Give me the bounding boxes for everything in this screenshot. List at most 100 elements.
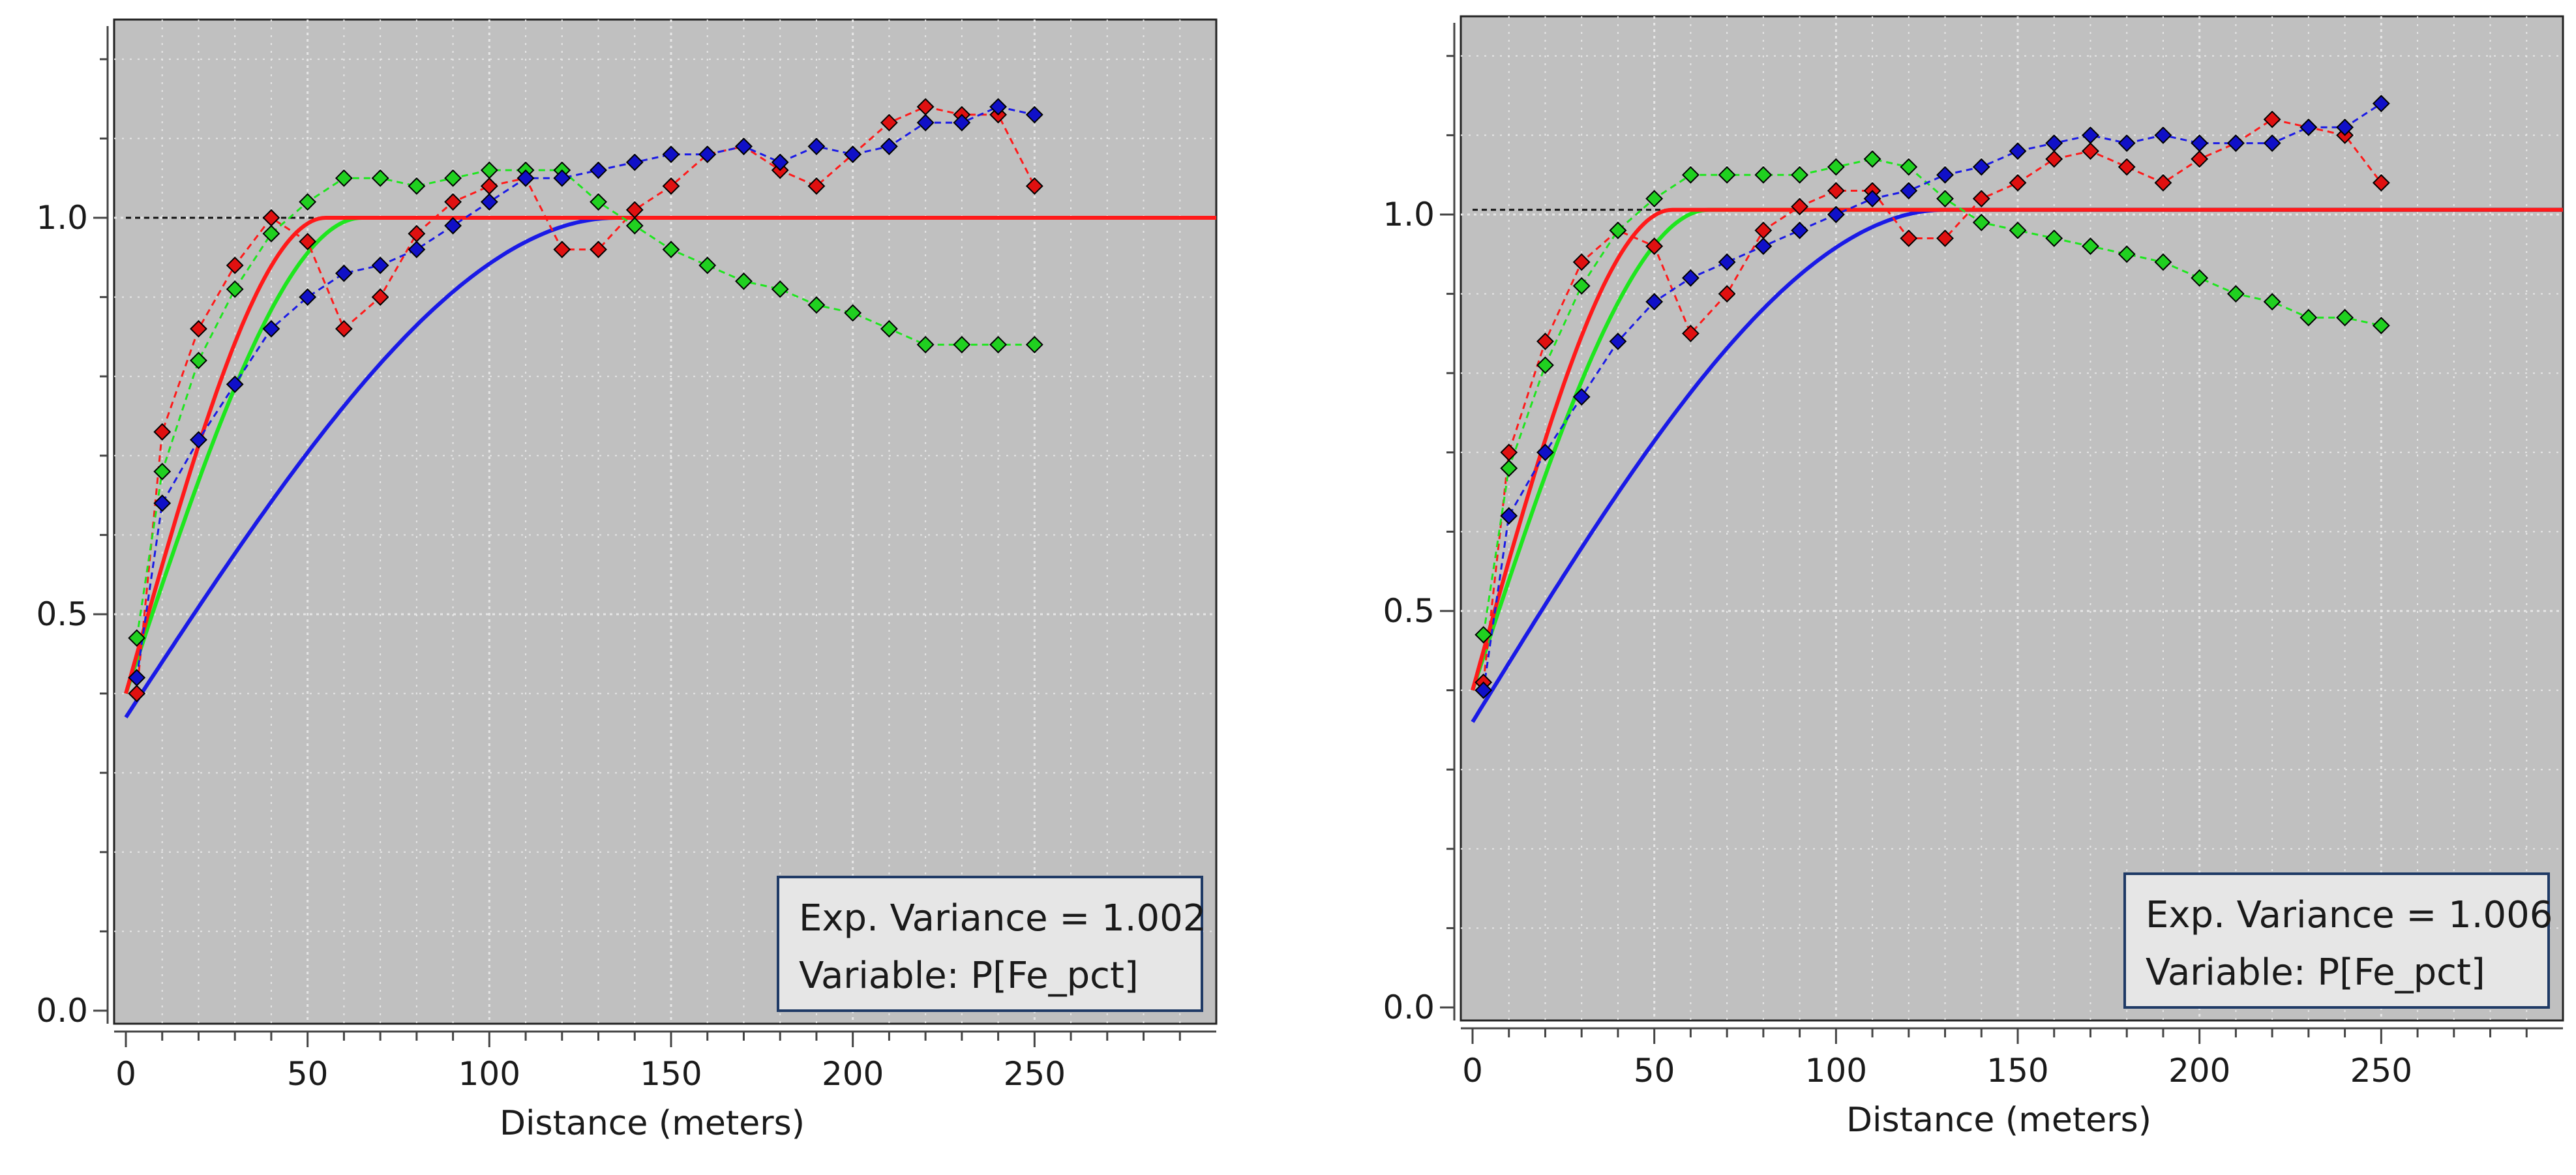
data-point-blue xyxy=(299,288,317,306)
data-point-red xyxy=(662,177,680,195)
x-tick-label: 100 xyxy=(1805,1052,1867,1090)
data-point-green xyxy=(2299,308,2318,327)
data-point-blue xyxy=(262,320,280,338)
data-point-blue xyxy=(2336,118,2354,136)
data-point-blue xyxy=(1645,293,1664,311)
data-point-red xyxy=(2118,158,2136,176)
data-point-blue xyxy=(1900,182,1918,200)
data-point-red xyxy=(1936,230,1954,247)
data-point-blue xyxy=(807,138,826,155)
data-point-red xyxy=(226,256,244,275)
data-point-green xyxy=(1791,166,1809,184)
data-point-green xyxy=(662,241,680,259)
data-point-red xyxy=(299,233,317,250)
data-point-red xyxy=(1536,333,1554,350)
data-point-blue xyxy=(1791,221,1809,239)
data-point-blue xyxy=(2082,126,2099,144)
data-point-red xyxy=(1827,182,1845,200)
x-tick-label: 50 xyxy=(1634,1052,1675,1090)
data-point-blue xyxy=(553,169,571,187)
data-point-blue xyxy=(1863,190,1881,208)
data-point-green xyxy=(1500,459,1518,477)
data-point-blue xyxy=(128,668,146,687)
data-point-green xyxy=(953,336,971,353)
data-point-green xyxy=(2191,269,2209,287)
data-point-red xyxy=(1681,324,1700,342)
data-point-blue xyxy=(698,145,717,164)
data-point-blue xyxy=(517,169,535,187)
data-point-green xyxy=(2226,285,2245,303)
data-point-blue xyxy=(2372,95,2390,113)
data-point-red xyxy=(1900,230,1918,247)
data-point-blue xyxy=(844,145,862,164)
model-curve-red xyxy=(1471,207,2563,691)
data-point-blue xyxy=(590,161,607,179)
legend-variance: Exp. Variance = 1.006 xyxy=(2146,894,2553,936)
data-point-blue xyxy=(1972,158,1990,176)
data-point-red xyxy=(2154,173,2172,192)
experimental-line-blue xyxy=(136,106,1035,678)
data-point-blue xyxy=(989,98,1008,116)
data-point-blue xyxy=(1936,166,1954,184)
data-point-blue xyxy=(1609,333,1627,350)
data-point-green xyxy=(1754,166,1773,184)
data-point-blue xyxy=(1681,269,1700,287)
data-point-green xyxy=(2009,221,2027,239)
data-point-red xyxy=(1645,237,1664,256)
data-point-green xyxy=(2154,253,2172,271)
data-point-blue xyxy=(771,153,789,171)
data-point-green xyxy=(1609,221,1627,239)
data-point-blue xyxy=(625,153,644,171)
data-point-red xyxy=(1025,177,1043,195)
legend-box xyxy=(2123,872,2550,1009)
y-tick-label: 0.5 xyxy=(36,595,88,633)
data-point-green xyxy=(335,169,353,187)
data-point-red xyxy=(190,320,207,338)
x-tick-label: 200 xyxy=(822,1055,884,1093)
x-tick-label: 250 xyxy=(1004,1055,1066,1093)
data-point-green xyxy=(844,304,862,322)
data-point-blue xyxy=(2009,142,2027,160)
data-point-blue xyxy=(408,241,426,259)
data-point-blue xyxy=(916,113,935,132)
data-point-red xyxy=(2263,110,2281,128)
x-tick-label: 100 xyxy=(458,1055,520,1093)
data-point-green xyxy=(1645,190,1664,208)
data-point-green xyxy=(698,256,717,275)
data-point-green xyxy=(807,296,826,314)
data-point-red xyxy=(2009,173,2027,192)
data-point-blue xyxy=(153,494,172,513)
data-point-blue xyxy=(1827,205,1845,224)
x-tick-label: 50 xyxy=(287,1055,329,1093)
x-tick-label: 0 xyxy=(115,1055,136,1093)
data-point-green xyxy=(2045,230,2063,247)
data-point-green xyxy=(2372,316,2390,335)
data-point-green xyxy=(1025,336,1043,353)
y-tick-label: 0.5 xyxy=(1383,592,1435,630)
data-point-red xyxy=(553,241,571,259)
data-point-green xyxy=(1536,356,1554,374)
data-point-green xyxy=(880,320,898,338)
data-point-blue xyxy=(953,113,971,132)
data-point-green xyxy=(299,193,317,211)
data-point-blue xyxy=(190,431,207,449)
y-tick-label: 0.0 xyxy=(36,992,88,1030)
data-point-blue xyxy=(2263,134,2281,152)
x-axis-title: Distance (meters) xyxy=(1846,1101,2151,1140)
data-point-green xyxy=(190,351,207,370)
data-point-blue xyxy=(226,375,244,393)
data-point-red xyxy=(371,288,389,306)
data-point-green xyxy=(1827,158,1845,176)
x-tick-label: 250 xyxy=(2350,1052,2412,1090)
x-tick-label: 150 xyxy=(1986,1052,2048,1090)
data-point-green xyxy=(2118,245,2136,263)
data-point-red xyxy=(807,177,826,195)
legend-variable: Variable: P[Fe_pct] xyxy=(2146,951,2485,994)
x-tick-label: 150 xyxy=(640,1055,702,1093)
legend-box xyxy=(777,876,1203,1012)
data-point-red xyxy=(128,685,146,703)
data-point-green xyxy=(153,462,172,481)
data-point-green xyxy=(916,336,935,353)
data-point-red xyxy=(880,113,898,132)
